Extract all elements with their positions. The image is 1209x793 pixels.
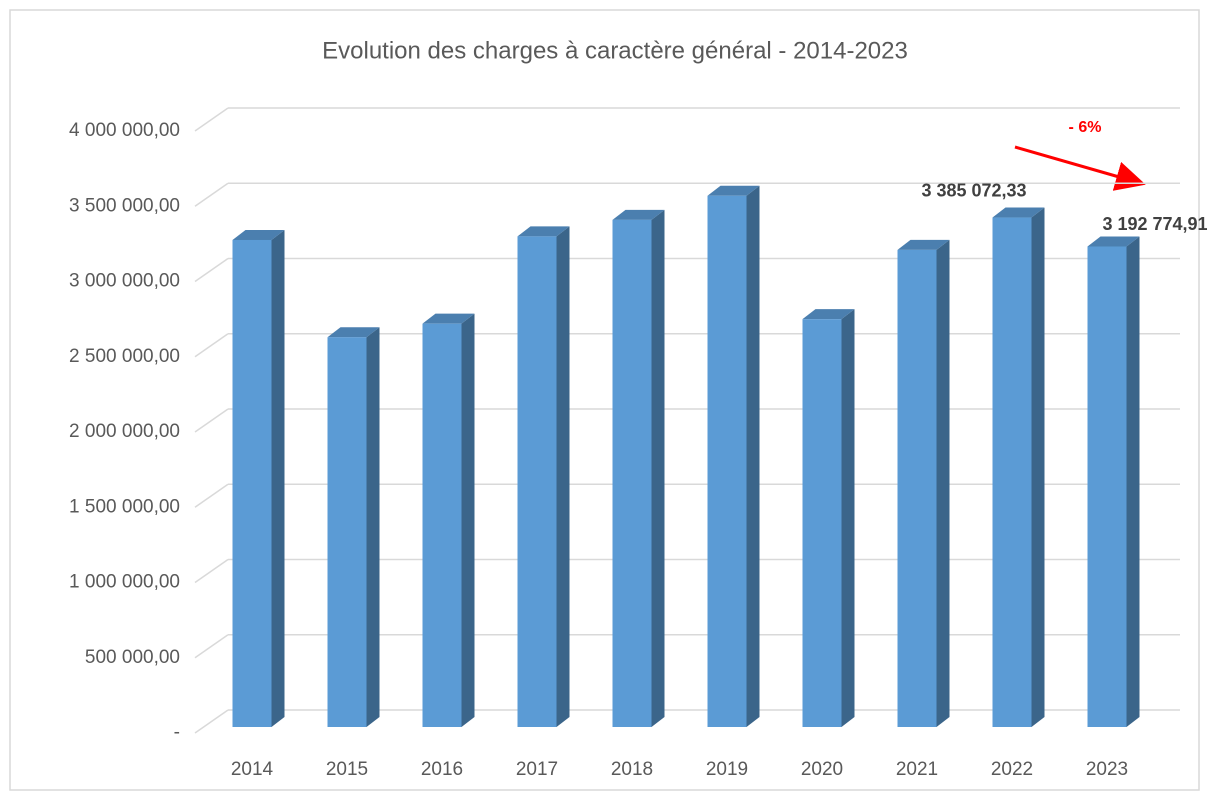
grid-line	[194, 107, 229, 132]
y-tick-label: -	[174, 722, 180, 743]
grid-line	[194, 634, 229, 659]
bar-side	[366, 327, 380, 727]
bar-side	[271, 229, 285, 727]
bar-top	[707, 185, 760, 196]
bar-side	[556, 226, 570, 727]
grid-line	[194, 333, 229, 358]
bar-side	[746, 185, 760, 728]
bar-top	[802, 309, 855, 320]
bar-top	[1087, 236, 1140, 247]
trend-arrow	[1014, 145, 1146, 191]
chart-title: Evolution des charges à caractère généra…	[322, 37, 908, 64]
bar	[422, 323, 462, 727]
y-tick-label: 1 000 000,00	[69, 572, 180, 593]
x-tick-label: 2017	[516, 759, 558, 780]
bar	[1087, 246, 1127, 728]
bar	[707, 195, 747, 728]
y-tick-label: 1 500 000,00	[69, 496, 180, 517]
bar	[612, 219, 652, 727]
bar-top	[232, 229, 285, 240]
bar	[992, 217, 1032, 727]
y-tick-label: 2 000 000,00	[69, 421, 180, 442]
bar-side	[841, 309, 855, 727]
bar-top	[897, 239, 950, 250]
bar-top	[992, 207, 1045, 218]
x-tick-label: 2020	[801, 759, 843, 780]
bar	[327, 337, 367, 727]
grid-line	[194, 408, 229, 433]
grid-line	[194, 483, 229, 508]
y-tick-label: 3 500 000,00	[69, 195, 180, 216]
y-tick-label: 4 000 000,00	[69, 120, 180, 141]
bar-side	[1126, 236, 1140, 728]
grid-line	[194, 182, 229, 207]
bar	[517, 236, 557, 727]
grid-line	[194, 558, 229, 584]
bar-side	[651, 209, 665, 727]
annotation: - 6%	[1069, 119, 1102, 136]
bar-top	[612, 209, 665, 220]
grid-line	[194, 257, 229, 283]
data-label: 3 192 774,91	[1102, 214, 1207, 234]
bar	[232, 239, 272, 727]
x-tick-label: 2016	[421, 759, 463, 780]
bar-side	[1031, 207, 1045, 727]
x-tick-label: 2015	[326, 759, 368, 780]
y-tick-label: 2 500 000,00	[69, 346, 180, 367]
x-tick-label: 2014	[231, 759, 274, 780]
bar-top	[422, 313, 475, 324]
bar	[897, 249, 937, 728]
x-tick-label: 2018	[611, 759, 653, 780]
y-tick-label: 3 000 000,00	[69, 271, 180, 292]
x-tick-label: 2019	[706, 759, 748, 780]
data-label: 3 385 072,33	[921, 180, 1026, 200]
x-tick-label: 2021	[896, 759, 938, 780]
x-tick-label: 2023	[1086, 759, 1128, 780]
bar-top	[517, 226, 570, 237]
y-tick-label: 500 000,00	[85, 647, 180, 668]
x-tick-label: 2022	[991, 759, 1033, 780]
bar-top	[327, 327, 380, 338]
grid-line	[194, 709, 229, 734]
bar-side	[936, 239, 950, 728]
bar-side	[461, 313, 475, 727]
bar	[802, 319, 842, 727]
